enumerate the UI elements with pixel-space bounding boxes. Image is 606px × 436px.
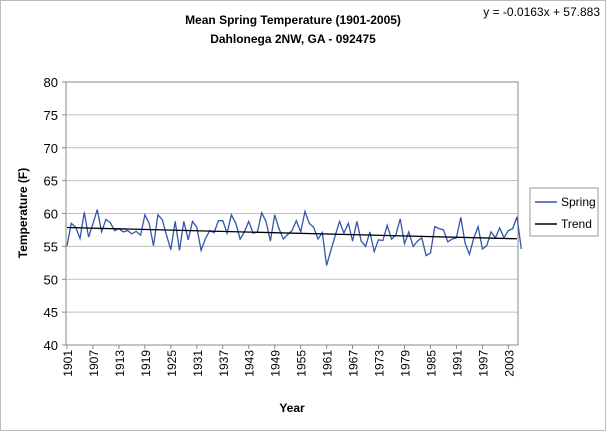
y-tick-label: 40 (44, 338, 58, 353)
x-tick-label: 1967 (347, 350, 361, 377)
legend-label-spring: Spring (561, 195, 596, 209)
x-tick-label: 1901 (61, 350, 75, 377)
y-tick-label: 45 (44, 305, 58, 320)
x-tick-label: 1985 (424, 350, 438, 377)
chart-subtitle: Dahlonega 2NW, GA - 092475 (210, 32, 376, 46)
y-tick-label: 70 (44, 141, 58, 156)
y-tick-label: 60 (44, 207, 58, 222)
x-axis-label: Year (279, 401, 305, 415)
x-tick-label: 1937 (217, 350, 231, 377)
y-tick-label: 80 (44, 75, 58, 90)
x-tick-label: 1931 (191, 350, 205, 377)
y-tick-label: 75 (44, 108, 58, 123)
x-tick-label: 1973 (373, 350, 387, 377)
x-tick-label: 1961 (321, 350, 335, 377)
legend-label-trend: Trend (561, 217, 592, 231)
y-tick-label: 55 (44, 239, 58, 254)
x-tick-label: 1991 (450, 350, 464, 377)
x-tick-label: 2003 (502, 350, 516, 377)
legend: Spring Trend (529, 187, 599, 237)
y-tick-label: 50 (44, 272, 58, 287)
trend-equation: y = -0.0163x + 57.883 (483, 5, 600, 19)
x-tick-label: 1925 (165, 350, 179, 377)
chart-title: Mean Spring Temperature (1901-2005) (185, 13, 401, 27)
x-tick-label: 1949 (269, 350, 283, 377)
series-trend-line (66, 226, 518, 240)
x-tick-label: 1907 (87, 350, 101, 377)
x-tick-label: 1955 (295, 350, 309, 377)
x-tick-label: 1913 (113, 350, 127, 377)
x-tick-label: 1997 (476, 350, 490, 377)
x-tick-label: 1979 (399, 350, 413, 377)
x-tick-label: 1919 (139, 350, 153, 377)
x-tick-label: 1943 (243, 350, 257, 377)
y-axis-label: Temperature (F) (16, 168, 30, 258)
series-spring-line (66, 209, 522, 266)
y-tick-label: 65 (44, 174, 58, 189)
